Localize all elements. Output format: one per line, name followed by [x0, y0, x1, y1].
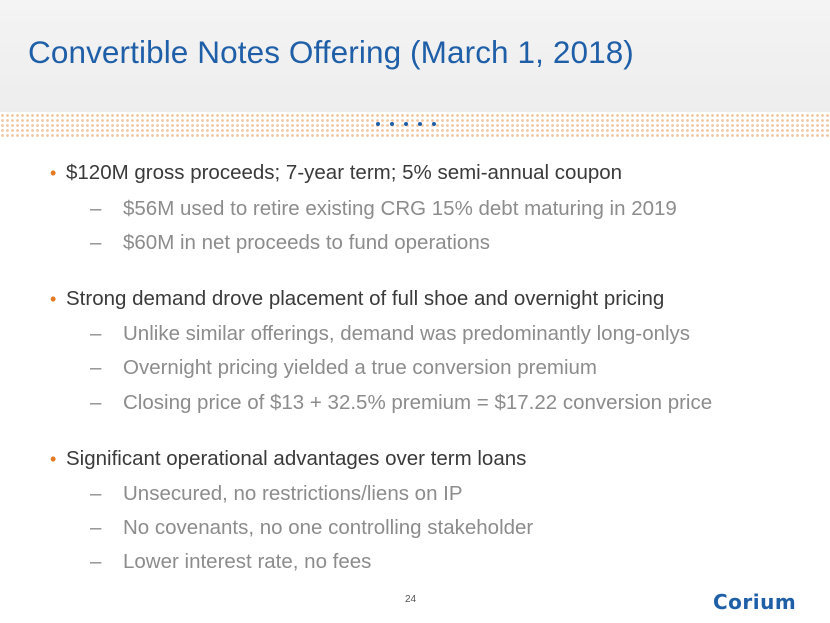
sub-bullet-item: – $56M used to retire existing CRG 15% d… [90, 197, 677, 221]
accent-dot [418, 122, 422, 126]
sub-bullet-text: Lower interest rate, no fees [123, 550, 372, 573]
sub-bullet-dash: – [90, 516, 102, 539]
bullet-text: $120M gross proceeds; 7-year term; 5% se… [66, 161, 623, 184]
logo-wordmark: Corium [713, 590, 796, 614]
sub-bullet-text: Unlike similar offerings, demand was pre… [123, 322, 691, 345]
sub-bullet-dash: – [90, 482, 102, 505]
sub-bullet-dash: – [90, 197, 102, 220]
dot-pattern-divider [0, 113, 830, 137]
sub-bullet-item: – Lower interest rate, no fees [90, 550, 372, 574]
accent-dot [432, 122, 436, 126]
bullet-item: • Significant operational advantages ove… [50, 447, 527, 471]
bullet-text: Significant operational advantages over … [66, 447, 527, 470]
sub-bullet-item: – Closing price of $13 + 32.5% premium =… [90, 391, 713, 415]
bullet-text: Strong demand drove placement of full sh… [66, 287, 665, 310]
sub-bullet-item: – $60M in net proceeds to fund operation… [90, 231, 490, 255]
sub-bullet-dash: – [90, 322, 102, 345]
corium-logo: Corium [713, 590, 796, 614]
bullet-item: • $120M gross proceeds; 7-year term; 5% … [50, 161, 623, 185]
sub-bullet-dash: – [90, 231, 102, 254]
accent-dot [404, 122, 408, 126]
accent-dot [376, 122, 380, 126]
sub-bullet-item: – No covenants, no one controlling stake… [90, 516, 534, 540]
bullet-item: • Strong demand drove placement of full … [50, 287, 665, 311]
sub-bullet-text: Overnight pricing yielded a true convers… [123, 356, 598, 379]
slide-title: Convertible Notes Offering (March 1, 201… [28, 34, 634, 70]
sub-bullet-text: No covenants, no one controlling stakeho… [123, 516, 534, 539]
sub-bullet-text: Unsecured, no restrictions/liens on IP [123, 482, 463, 505]
sub-bullet-dash: – [90, 356, 102, 379]
bullet-marker: • [50, 163, 57, 183]
sub-bullet-item: – Unsecured, no restrictions/liens on IP [90, 482, 463, 506]
sub-bullet-item: – Unlike similar offerings, demand was p… [90, 322, 691, 346]
sub-bullet-text: $56M used to retire existing CRG 15% deb… [123, 197, 677, 220]
sub-bullet-text: Closing price of $13 + 32.5% premium = $… [123, 391, 713, 414]
header-band [0, 0, 830, 112]
accent-dots [376, 120, 436, 128]
bullet-marker: • [50, 449, 57, 469]
sub-bullet-dash: – [90, 391, 102, 414]
bullet-marker: • [50, 289, 57, 309]
sub-bullet-text: $60M in net proceeds to fund operations [123, 231, 490, 254]
page-number: 24 [405, 594, 417, 605]
sub-bullet-dash: – [90, 550, 102, 573]
sub-bullet-item: – Overnight pricing yielded a true conve… [90, 356, 598, 380]
accent-dot [390, 122, 394, 126]
